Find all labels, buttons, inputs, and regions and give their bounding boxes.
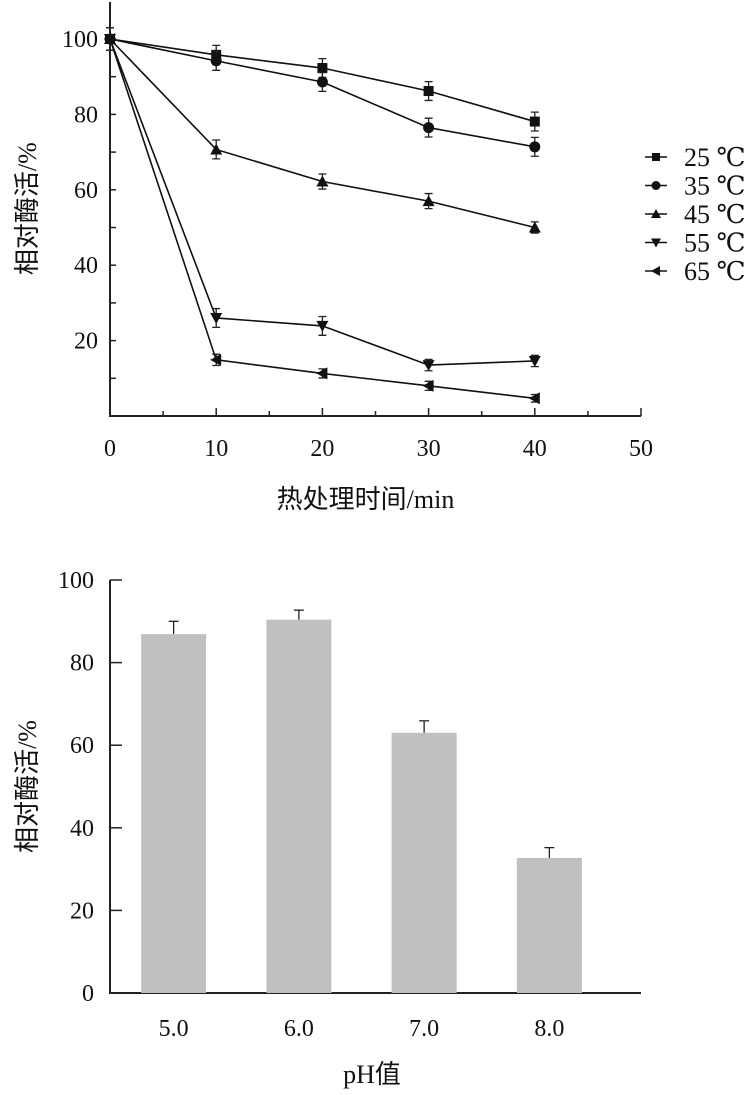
data-point — [316, 175, 329, 187]
x-tick-label: 7.0 — [409, 1016, 439, 1042]
data-point — [422, 379, 434, 392]
data-point — [316, 320, 329, 332]
series-25C: 25 ℃ — [105, 27, 746, 172]
data-point — [423, 122, 435, 134]
legend-label: 45 ℃ — [684, 200, 746, 229]
y-tick-label: 80 — [74, 102, 98, 128]
x-tick-label: 5.0 — [159, 1016, 189, 1042]
series-35C: 35 ℃ — [104, 27, 746, 201]
data-point — [210, 55, 222, 67]
legend-marker — [651, 181, 661, 190]
series-55C: 55 ℃ — [104, 27, 746, 372]
x-tick-label: 30 — [417, 436, 441, 462]
y-tick-label: 20 — [74, 329, 98, 355]
x-tick-label: 8.0 — [534, 1016, 564, 1042]
legend-label: 55 ℃ — [684, 229, 746, 258]
data-point — [529, 141, 541, 153]
x-tick-label: 0 — [104, 436, 116, 462]
x-axis-label: 热处理时间/min — [277, 485, 455, 514]
data-point — [528, 392, 540, 405]
data-point — [317, 63, 328, 74]
y-axis-label: 相对酶活/% — [13, 142, 42, 275]
y-tick-label: 80 — [70, 651, 94, 677]
data-point — [528, 221, 541, 233]
legend-label: 65 ℃ — [684, 257, 746, 286]
x-tick-label: 10 — [204, 436, 228, 462]
x-tick-label: 40 — [523, 436, 547, 462]
series-line — [109, 38, 535, 400]
y-tick-label: 20 — [70, 898, 94, 924]
bar-7.0 — [391, 732, 457, 993]
y-tick-label: 60 — [70, 733, 94, 759]
legend-marker — [651, 238, 661, 248]
y-tick-label: 40 — [74, 253, 98, 279]
series-line — [109, 38, 535, 148]
legend-label: 35 ℃ — [684, 172, 746, 201]
x-tick-label: 20 — [310, 436, 334, 462]
axes — [109, 2, 641, 417]
data-point — [210, 312, 223, 324]
bar-5.0 — [141, 634, 207, 993]
x-axis-label: pH值 — [343, 1060, 401, 1089]
legend-label: 25 ℃ — [684, 143, 746, 172]
x-tick-label: 6.0 — [284, 1016, 314, 1042]
data-point — [422, 195, 435, 207]
legend-marker — [651, 209, 661, 218]
data-point — [210, 353, 222, 366]
y-tick-label: 100 — [62, 27, 98, 53]
data-point — [422, 360, 435, 372]
legend-marker — [651, 266, 660, 276]
data-point — [529, 116, 540, 127]
x-tick-label: 50 — [629, 436, 653, 462]
y-tick-label: 100 — [58, 568, 94, 594]
thermal-stability-line-chart: 20 40 60 80 100 0 10 20 30 40 50 热处理时间/min 相对酶活/% 25 … — [13, 2, 746, 514]
data-point — [528, 355, 541, 367]
series-65C: 65 ℃ — [104, 27, 746, 405]
legend-marker — [652, 153, 660, 161]
ph-stability-bar-chart: 0 20 40 60 80 100 相对酶活/% pH值 5.0 6.0 7.0 8.0 — [13, 568, 641, 1089]
y-axis-label: 相对酶活/% — [13, 720, 42, 853]
bar-6.0 — [266, 619, 332, 993]
y-tick-label: 40 — [70, 816, 94, 842]
data-point — [210, 143, 223, 155]
data-point — [316, 367, 328, 380]
y-tick-label: 0 — [82, 981, 94, 1007]
bar-8.0 — [516, 857, 582, 993]
data-point — [316, 76, 328, 88]
data-point — [423, 86, 434, 97]
y-tick-label: 60 — [74, 178, 98, 204]
data-point — [104, 33, 115, 45]
